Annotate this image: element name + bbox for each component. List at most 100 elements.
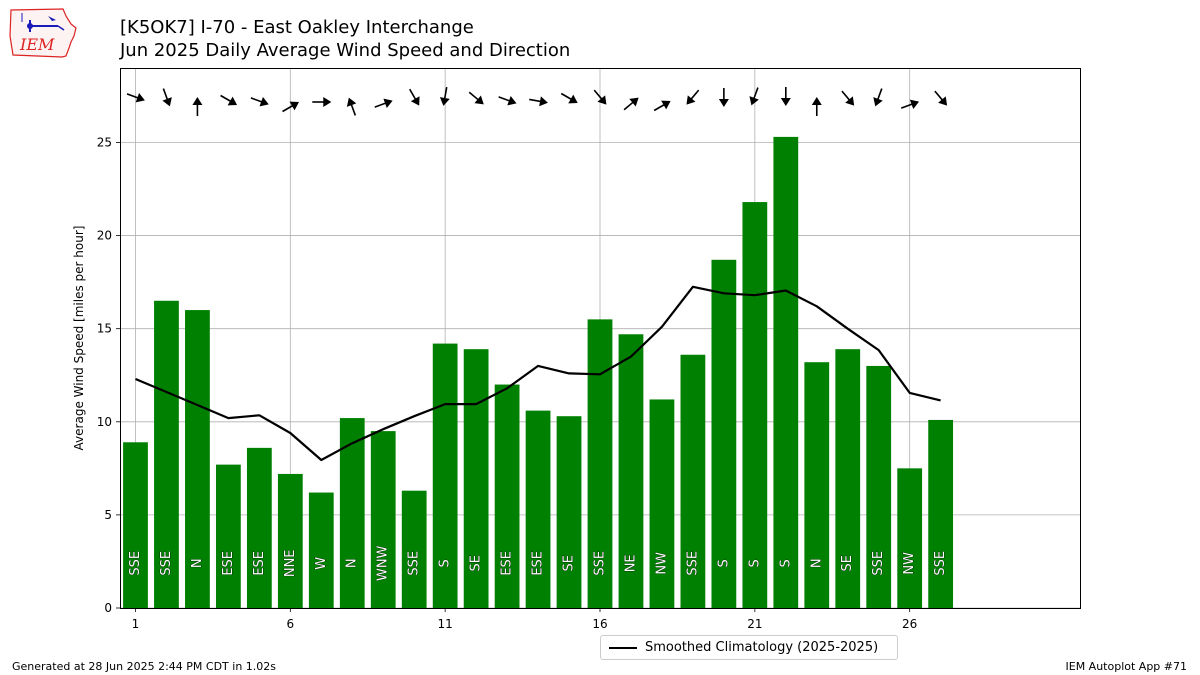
wind-arrow bbox=[811, 97, 822, 116]
bar bbox=[835, 349, 861, 608]
direction-label: N bbox=[345, 558, 360, 568]
app-id: IEM Autoplot App #71 bbox=[1065, 660, 1188, 673]
direction-label: SSE bbox=[159, 551, 174, 576]
bar bbox=[432, 343, 458, 608]
direction-label: ESE bbox=[221, 551, 236, 576]
direction-label: SSE bbox=[128, 551, 143, 576]
wind-arrow bbox=[593, 89, 607, 105]
x-tick-label: 11 bbox=[438, 617, 453, 631]
wind-arrow-head bbox=[289, 101, 299, 111]
direction-label: WNW bbox=[376, 545, 391, 581]
bar bbox=[711, 259, 737, 608]
direction-label: NW bbox=[902, 552, 917, 575]
wind-arrow-head bbox=[845, 96, 855, 106]
bar bbox=[897, 468, 923, 608]
direction-label: SSE bbox=[593, 551, 608, 576]
bar bbox=[308, 492, 334, 608]
logo-text: IEM bbox=[19, 35, 55, 54]
wind-arrow bbox=[873, 88, 883, 107]
direction-label: SSE bbox=[933, 551, 948, 576]
wind-arrow bbox=[623, 97, 639, 111]
x-tick-label: 16 bbox=[592, 617, 607, 631]
wind-arrow-shaft bbox=[689, 89, 700, 101]
wind-arrow bbox=[250, 96, 269, 107]
wind-arrow-shaft bbox=[623, 100, 635, 111]
wind-arrow-head bbox=[749, 96, 759, 106]
wind-arrow-head bbox=[909, 99, 920, 110]
wind-arrow-head bbox=[192, 97, 203, 105]
wind-arrow-head bbox=[811, 97, 822, 105]
wind-arrow-head bbox=[323, 97, 332, 107]
bar bbox=[154, 300, 179, 608]
wind-arrow-head bbox=[346, 97, 357, 107]
wind-arrow bbox=[900, 99, 920, 110]
bar bbox=[246, 447, 272, 608]
direction-label: SSE bbox=[871, 551, 886, 576]
y-tick-label: 10 bbox=[97, 415, 112, 429]
wind-arrow bbox=[220, 94, 238, 106]
direction-label: NE bbox=[623, 554, 638, 572]
direction-label: N bbox=[809, 558, 824, 568]
wind-arrow-shaft bbox=[498, 96, 512, 103]
x-tick-label: 26 bbox=[902, 617, 917, 631]
wind-arrow-shaft bbox=[560, 92, 573, 101]
wind-arrow bbox=[934, 90, 948, 106]
wind-arrow bbox=[282, 101, 299, 113]
x-tick-label: 6 bbox=[287, 617, 295, 631]
bar bbox=[928, 419, 954, 608]
bar bbox=[123, 442, 148, 608]
wind-arrow-head bbox=[629, 97, 639, 107]
direction-label: W bbox=[314, 557, 329, 570]
bar bbox=[742, 202, 768, 608]
wind-arrow bbox=[529, 96, 548, 107]
wind-arrow-head bbox=[410, 96, 420, 106]
wind-arrow-head bbox=[718, 99, 729, 107]
direction-label: ESE bbox=[252, 551, 267, 576]
direction-label: S bbox=[778, 559, 793, 567]
bar bbox=[401, 490, 427, 608]
y-tick-label: 25 bbox=[97, 135, 112, 149]
y-axis-label: Average Wind Speed [miles per hour] bbox=[72, 226, 86, 451]
wind-arrow-shaft bbox=[409, 88, 417, 101]
wind-arrow-head bbox=[474, 95, 484, 105]
wind-arrow bbox=[653, 100, 671, 112]
bar bbox=[277, 473, 303, 608]
wind-arrow-head bbox=[780, 98, 791, 106]
direction-label: SSE bbox=[407, 551, 422, 576]
wind-arrow-shaft bbox=[220, 94, 233, 103]
direction-label: S bbox=[438, 559, 453, 567]
direction-label: N bbox=[190, 558, 205, 568]
wind-arrow-head bbox=[259, 96, 269, 107]
direction-label: ESE bbox=[500, 551, 515, 576]
wind-arrow-head bbox=[873, 97, 883, 107]
wind-arrow-head bbox=[938, 96, 948, 106]
wind-arrow-shaft bbox=[282, 104, 295, 113]
legend: Smoothed Climatology (2025-2025) bbox=[600, 635, 898, 660]
wind-arrow-head bbox=[135, 92, 145, 103]
wind-arrow bbox=[718, 88, 729, 107]
x-tick-label: 21 bbox=[747, 617, 762, 631]
wind-arrow bbox=[374, 98, 393, 109]
wind-arrow-shaft bbox=[752, 87, 759, 101]
legend-line-swatch bbox=[609, 647, 637, 649]
direction-label: NNE bbox=[283, 549, 298, 577]
wind-arrow bbox=[686, 89, 700, 105]
bar bbox=[463, 349, 489, 608]
generated-timestamp: Generated at 28 Jun 2025 2:44 PM CDT in … bbox=[12, 660, 277, 673]
x-tick-label: 1 bbox=[132, 617, 140, 631]
wind-arrow bbox=[439, 86, 450, 106]
wind-arrow-shaft bbox=[593, 89, 604, 101]
wind-arrow-head bbox=[439, 97, 450, 106]
plot-frame bbox=[120, 68, 1081, 609]
wind-arrow bbox=[346, 97, 357, 116]
wind-arrow-shaft bbox=[934, 90, 944, 102]
wind-arrow-head bbox=[686, 95, 696, 105]
wind-arrow-head bbox=[162, 97, 172, 107]
wind-arrow bbox=[192, 97, 203, 116]
bar bbox=[587, 319, 613, 608]
direction-label: NW bbox=[654, 552, 669, 575]
wind-arrow bbox=[560, 92, 578, 104]
bar bbox=[649, 399, 675, 608]
